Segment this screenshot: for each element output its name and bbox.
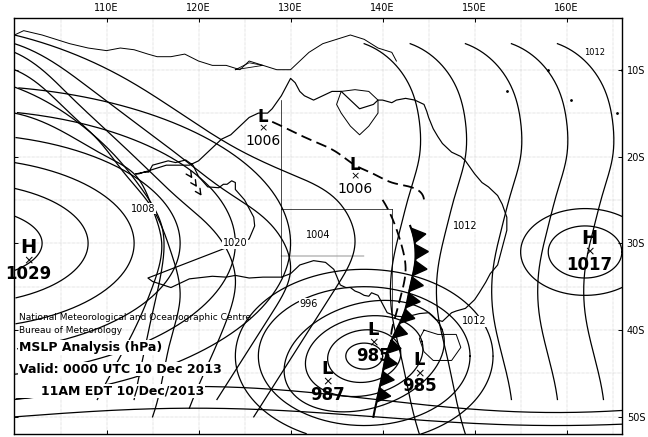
Text: 987: 987	[310, 386, 345, 404]
Polygon shape	[400, 309, 415, 323]
Polygon shape	[415, 244, 428, 259]
Text: 1012: 1012	[462, 316, 487, 326]
Text: L: L	[413, 351, 425, 369]
Text: L: L	[258, 108, 268, 126]
Text: National Meteorological and Oceanographic Centre: National Meteorological and Oceanographi…	[19, 312, 251, 322]
Text: L: L	[367, 321, 379, 339]
Polygon shape	[409, 277, 423, 291]
Polygon shape	[383, 355, 397, 370]
Text: 1029: 1029	[5, 265, 51, 283]
Text: 1012: 1012	[453, 221, 478, 231]
Polygon shape	[413, 261, 427, 275]
Text: ×: ×	[414, 367, 424, 380]
Text: ×: ×	[322, 376, 332, 388]
Text: L: L	[321, 360, 333, 378]
Text: H: H	[581, 229, 597, 249]
Text: ×: ×	[584, 246, 595, 258]
Text: 1012: 1012	[584, 48, 605, 57]
Text: 1020: 1020	[223, 238, 248, 248]
Text: 996: 996	[300, 299, 318, 309]
Text: H: H	[20, 238, 36, 257]
Text: 1006: 1006	[246, 134, 281, 148]
Text: 1006: 1006	[338, 182, 373, 196]
Text: 1008: 1008	[131, 204, 156, 214]
Text: 985: 985	[356, 347, 391, 365]
Text: L: L	[350, 156, 360, 174]
Text: 1004: 1004	[306, 229, 330, 239]
Polygon shape	[386, 340, 401, 354]
Text: ×: ×	[23, 254, 34, 267]
Text: 985: 985	[402, 378, 437, 395]
Polygon shape	[406, 293, 420, 308]
Text: MSLP Analysis (hPa): MSLP Analysis (hPa)	[19, 341, 163, 354]
Polygon shape	[411, 228, 426, 243]
Text: 11AM EDT 10/Dec/2013: 11AM EDT 10/Dec/2013	[19, 384, 204, 397]
Text: Bureau of Meteorology: Bureau of Meteorology	[19, 326, 122, 335]
Text: 1017: 1017	[566, 256, 613, 274]
Text: ×: ×	[368, 336, 378, 350]
Text: ×: ×	[259, 124, 268, 134]
Polygon shape	[380, 371, 394, 386]
Polygon shape	[376, 388, 391, 402]
Polygon shape	[393, 325, 408, 338]
Text: ×: ×	[351, 171, 360, 181]
Text: Valid: 0000 UTC 10 Dec 2013: Valid: 0000 UTC 10 Dec 2013	[19, 363, 222, 376]
